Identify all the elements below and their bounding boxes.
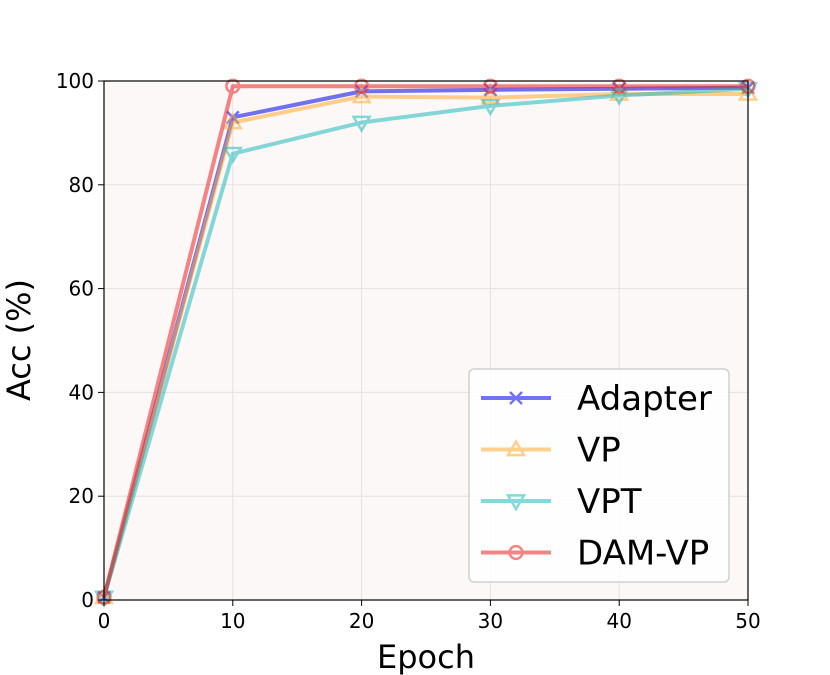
legend-box	[468, 368, 730, 583]
data-point	[225, 78, 241, 94]
legend-symbol	[481, 494, 551, 512]
legend: Adapter VP VPT DAM-VP	[468, 368, 730, 583]
data-point	[222, 112, 243, 130]
legend-label: VP	[577, 431, 621, 471]
legend-marker	[509, 391, 523, 405]
data-point	[351, 86, 372, 104]
series-line	[102, 84, 748, 598]
y-tick-label: 100	[56, 69, 94, 93]
y-tick-label: 60	[69, 277, 94, 301]
marker-stroke	[509, 391, 523, 405]
x-tick-label: 0	[98, 609, 111, 633]
data-point	[609, 83, 630, 101]
x-tick-label: 50	[735, 609, 760, 633]
data-point	[222, 146, 243, 165]
y-tick-label: 20	[69, 484, 94, 508]
series-line	[102, 86, 749, 598]
legend-symbol	[481, 391, 551, 405]
legend-marker	[505, 494, 527, 512]
series-layer	[93, 78, 759, 608]
data-point	[353, 78, 370, 94]
legend-label: DAM-VP	[577, 534, 709, 574]
data-point	[482, 78, 499, 94]
data-point	[609, 88, 630, 106]
x-tick-label: 20	[349, 609, 374, 633]
legend-entry: VPT	[481, 482, 642, 522]
y-tick-label: 0	[81, 588, 94, 612]
data-point	[611, 78, 627, 94]
legend-symbol	[481, 544, 551, 561]
grid-lines	[103, 80, 749, 601]
legend-label: Adapter	[577, 379, 712, 419]
legend-entry: DAM-VP	[481, 534, 709, 574]
y-axis-label: Acc (%)	[0, 279, 38, 401]
plot-frame	[103, 80, 749, 601]
x-tick-label: 40	[606, 609, 631, 633]
legend-entry: VP	[481, 431, 621, 471]
y-tick-label: 80	[69, 173, 94, 197]
legend-entry: Adapter	[481, 379, 712, 419]
legend-marker	[508, 544, 524, 561]
data-point	[480, 87, 501, 105]
axis-ticks: 0 10 20 30 40 50 0 20 40 60 80 100	[56, 69, 761, 633]
x-axis-label: Epoch	[377, 638, 475, 675]
y-tick-label: 40	[69, 380, 94, 404]
x-tick-label: 30	[478, 609, 503, 633]
legend-symbol	[481, 439, 551, 457]
data-point	[351, 115, 372, 133]
series-dam-vp	[96, 78, 756, 606]
legend-label: VPT	[577, 482, 642, 522]
x-tick-label: 10	[220, 609, 245, 633]
data-point	[480, 99, 501, 117]
legend-marker	[505, 439, 527, 457]
